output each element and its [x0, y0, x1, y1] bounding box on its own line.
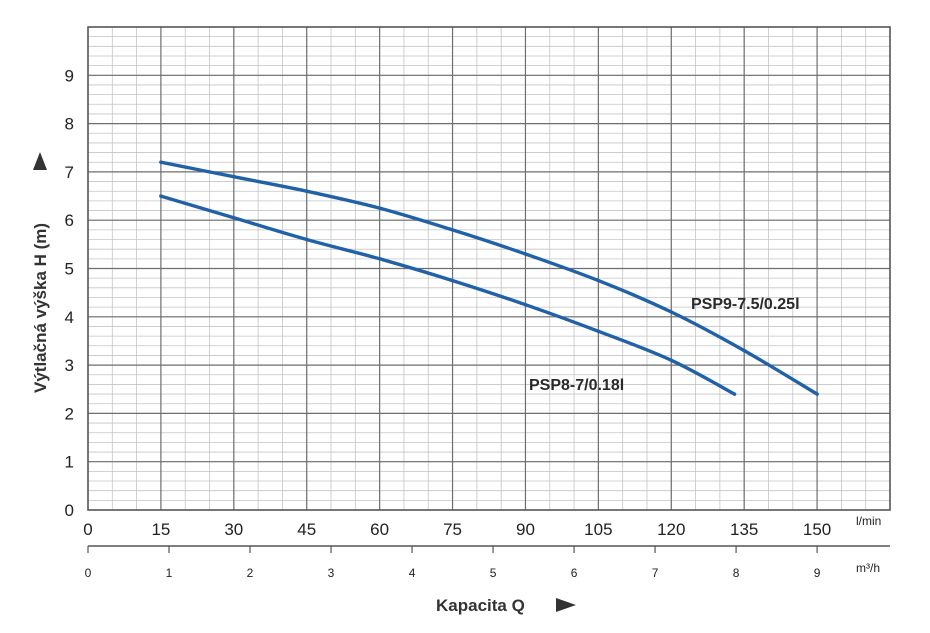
y-tick-label: 1: [65, 453, 74, 472]
x-tick-label-m3h: 7: [652, 566, 659, 580]
y-tick-label: 0: [65, 501, 74, 520]
y-axis-title: Výtlačná výška H (m): [31, 223, 50, 393]
x-tick-label-lmin: 15: [151, 520, 170, 539]
series-1-point: [523, 303, 528, 307]
x-tick-label-m3h: 3: [328, 566, 335, 580]
y-tick-label: 2: [65, 404, 74, 423]
series-0-point: [669, 310, 673, 314]
x-tick-label-m3h: 6: [571, 566, 578, 580]
y-axis-tick-labels: 0 1 2 3 4 5 6 7 8 9: [65, 66, 74, 520]
series-1-point: [596, 329, 601, 333]
x-tick-label-lmin: 135: [730, 520, 758, 539]
series-0-point: [232, 175, 236, 179]
series-1-point: [305, 237, 309, 242]
series-label-psp9: PSP9-7.5/0.25l: [691, 296, 800, 313]
series-0-point: [450, 228, 455, 232]
x-tick-label-m3h: 0: [85, 566, 92, 580]
series-1-point: [669, 358, 673, 362]
x-tick-label-lmin: 60: [370, 520, 389, 539]
series-0-point: [596, 278, 601, 283]
y-tick-label: 5: [65, 260, 74, 279]
x-axis-arrow-icon: [556, 598, 576, 612]
x-tick-label-lmin: 105: [584, 520, 612, 539]
x-tick-label-lmin: 150: [803, 520, 831, 539]
plot-border: [87, 26, 891, 511]
y-tick-label: 9: [65, 66, 74, 85]
x-tick-label-m3h: 4: [409, 566, 416, 580]
y-tick-label: 8: [65, 115, 74, 134]
x-tick-label-m3h: 2: [247, 566, 254, 580]
series-1-point: [377, 257, 382, 261]
series-0-point: [305, 189, 309, 193]
x-axis-title-group: Kapacita Q: [436, 596, 576, 615]
x-tick-label-lmin: 90: [516, 520, 535, 539]
x-tick-label-lmin: 30: [224, 520, 243, 539]
series-line-0: [159, 160, 819, 396]
series-1-point: [232, 216, 236, 220]
y-axis-title-group: Výtlačná výška H (m): [31, 152, 50, 393]
x-tick-label-m3h: 8: [733, 566, 740, 580]
series-1-point: [732, 392, 737, 396]
series-0-point: [742, 348, 746, 353]
x-tick-label-lmin: 0: [83, 520, 92, 539]
series-0-point: [815, 392, 819, 396]
y-tick-label: 3: [65, 356, 74, 375]
x-axis-title: Kapacita Q: [436, 596, 525, 615]
series-0-point: [523, 252, 528, 256]
series-1-point: [159, 194, 163, 198]
x-tick-label-m3h: 9: [814, 566, 821, 580]
x-tick-label-lmin: 120: [657, 520, 685, 539]
series-line-1: [159, 194, 737, 396]
series-label-psp8: PSP8-7/0.18l: [529, 377, 624, 394]
major-grid: [88, 27, 890, 510]
series-0-point: [159, 160, 163, 164]
plot-frame: [87, 26, 891, 511]
x-axis-tick-labels-lmin: 0 15 30 45 60 75 90 105 120 135 150: [83, 520, 831, 539]
y-tick-label: 6: [65, 211, 74, 230]
series-lines: [159, 160, 819, 396]
series-0-point: [377, 206, 382, 210]
x-unit-m3h-label: m³/h: [856, 561, 880, 575]
y-tick-label: 7: [65, 163, 74, 182]
series-1-point: [450, 278, 455, 283]
x-tick-label-m3h: 1: [166, 566, 173, 580]
x-tick-label-lmin: 45: [297, 520, 316, 539]
y-tick-label: 4: [65, 308, 74, 327]
x-unit-lmin-label: l/min: [856, 514, 881, 528]
y-axis-arrow-icon: [33, 152, 47, 170]
x-axis-secondary: 0 1 2 3 4 5 6 7 8 9: [85, 545, 890, 580]
x-tick-label-lmin: 75: [443, 520, 462, 539]
x-tick-label-m3h: 5: [490, 566, 497, 580]
